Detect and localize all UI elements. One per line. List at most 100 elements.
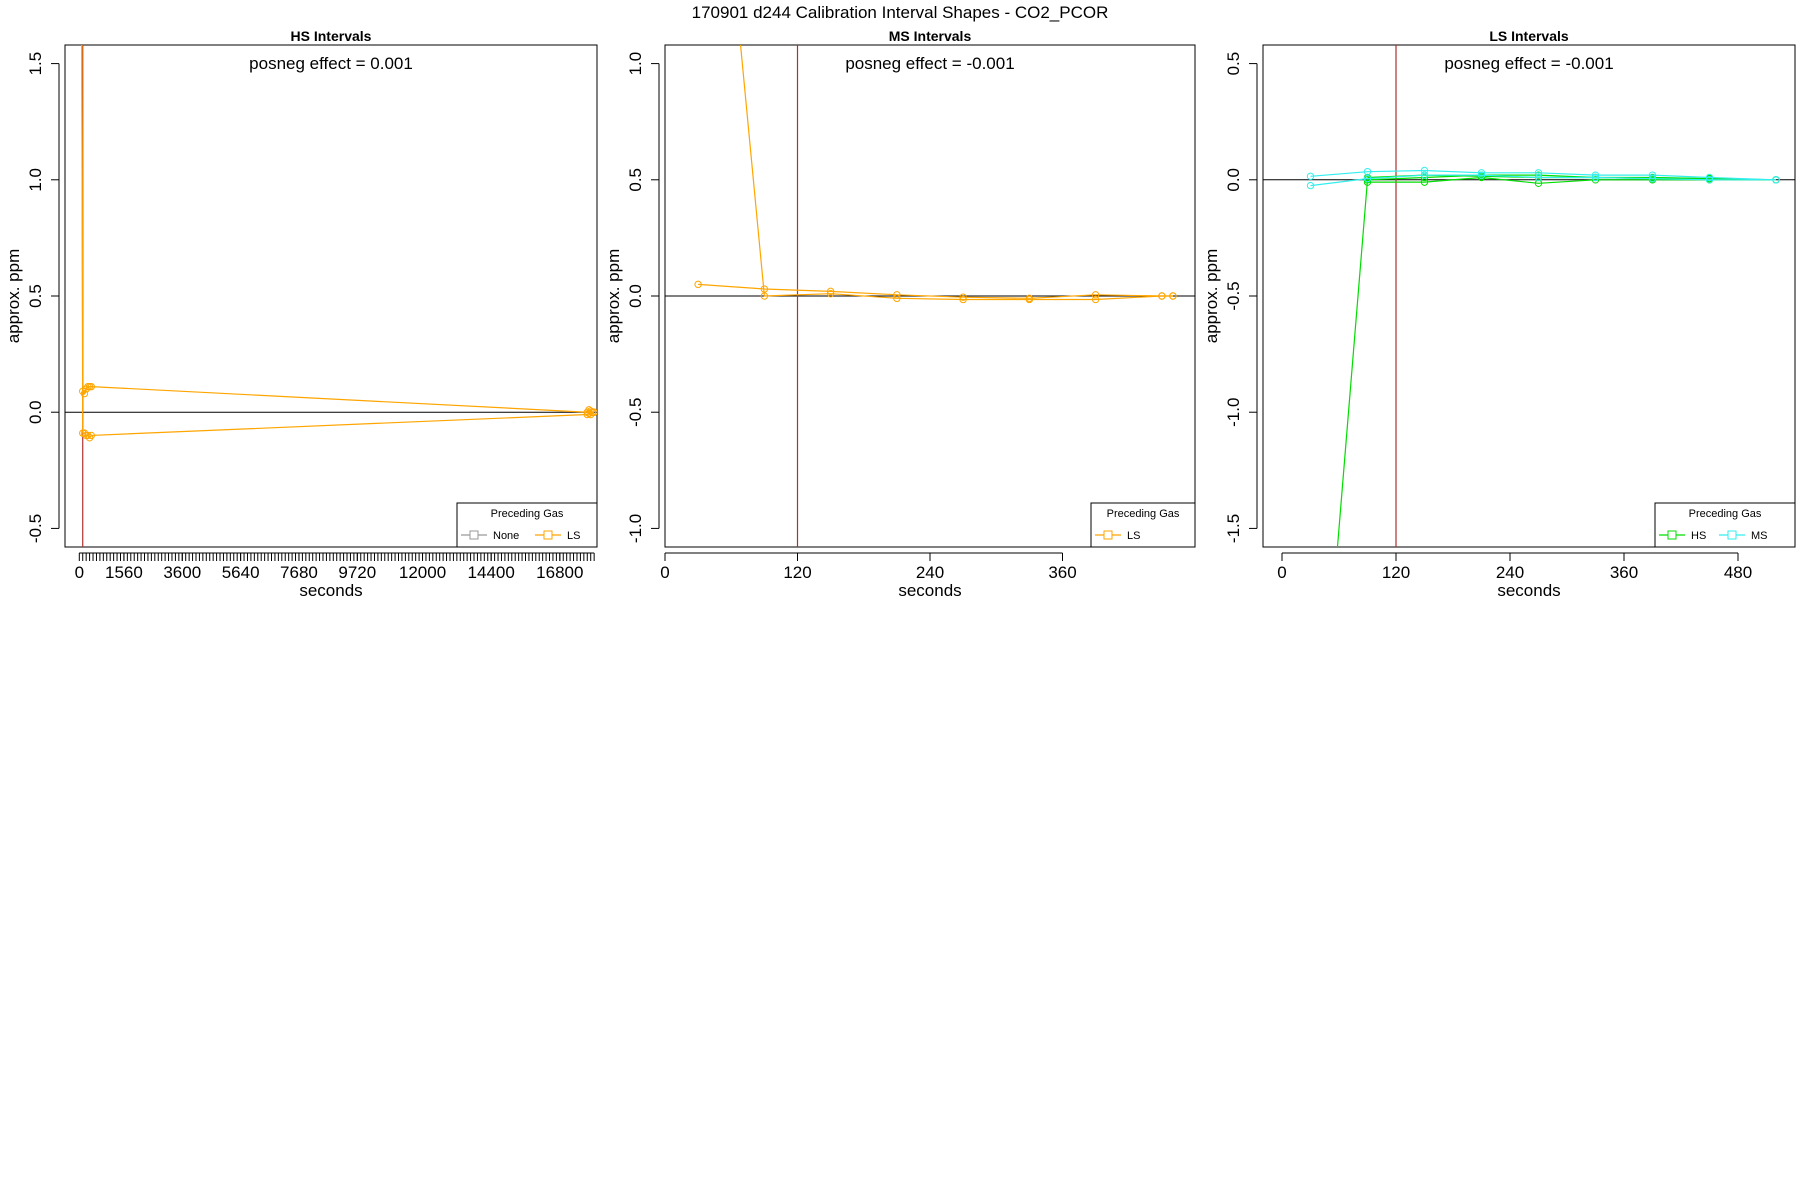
posneg-annotation: posneg effect = -0.001 — [845, 54, 1014, 73]
series-point-hs — [1420, 178, 1429, 186]
series-line-ls — [739, 45, 1173, 301]
series-point-ls — [87, 431, 96, 440]
series-point-ls — [959, 295, 967, 304]
panel-title: MS Intervals — [889, 28, 972, 44]
legend-box — [1090, 502, 1196, 548]
legend: Preceding Gas None LS — [456, 502, 598, 548]
series-point-ms — [1705, 173, 1714, 182]
y-tick-label: 1.0 — [26, 168, 45, 192]
plot-frame — [64, 44, 598, 548]
series-point-hs — [1534, 179, 1543, 187]
plot-area — [665, 45, 1195, 547]
series-point-ms — [1772, 176, 1780, 184]
series-point-ls — [826, 287, 835, 296]
legend-entry-label: MS — [1751, 530, 1768, 542]
series-point-ls — [893, 294, 901, 303]
series-point-ls — [1025, 295, 1034, 304]
series-point-ms — [1363, 174, 1372, 183]
x-tick-label: 14400 — [468, 563, 515, 582]
x-axis-title: seconds — [898, 581, 961, 600]
y-tick-label: -1.0 — [1224, 398, 1243, 427]
series-point-ls — [585, 409, 593, 418]
series-point-ls — [80, 389, 89, 398]
series-point-ls — [694, 280, 702, 289]
y-axis-title: approx. ppm — [1202, 249, 1221, 344]
x-tick-label: 12000 — [399, 563, 446, 582]
y-tick-label: 1.5 — [26, 52, 45, 76]
x-tick-label: 5640 — [222, 563, 260, 582]
series-point-hs — [1420, 173, 1429, 182]
y-tick-label: 0.5 — [1224, 52, 1243, 76]
plot-frame — [1262, 44, 1796, 548]
series-point-ms — [1648, 174, 1657, 183]
y-tick-label: 0.0 — [26, 400, 45, 424]
plot-area — [65, 45, 597, 547]
x-tick-label: 480 — [1724, 563, 1752, 582]
legend-box — [1654, 502, 1796, 548]
legend: Preceding Gas HS MS — [1654, 502, 1796, 548]
series-point-ls — [1158, 292, 1166, 300]
chart-panel-3: LS Intervals 0 120 240 360 480 -1.5 -1.0 -0.5 0.0… — [1202, 28, 1796, 600]
x-tick-label: 9720 — [338, 563, 376, 582]
panel-title: LS Intervals — [1489, 28, 1569, 44]
series-point-ms — [1477, 169, 1486, 177]
series-line-ms — [1310, 169, 1777, 181]
series-point-ms — [1477, 171, 1486, 179]
legend-title: Preceding Gas — [491, 508, 564, 520]
legend-swatch-marker — [1667, 530, 1677, 540]
legend-entry-label: LS — [567, 530, 580, 542]
series-point-ls — [85, 434, 94, 442]
series-point-ls — [84, 431, 92, 440]
series-point-ls — [87, 382, 96, 391]
posneg-annotation: posneg effect = -0.001 — [1444, 54, 1613, 73]
x-tick-label: 1560 — [105, 563, 143, 582]
y-axis-title: approx. ppm — [604, 249, 623, 344]
legend-swatch-marker — [469, 530, 479, 540]
legend-title: Preceding Gas — [1107, 508, 1180, 520]
y-tick-label: -1.5 — [1224, 514, 1243, 543]
series-point-ls — [959, 293, 967, 301]
series-point-ms — [1420, 166, 1429, 175]
y-axis-title: approx. ppm — [4, 249, 23, 344]
y-tick-label: 0.0 — [1224, 168, 1243, 192]
x-tick-label: 0 — [660, 563, 669, 582]
series-line-ms — [1310, 174, 1776, 187]
x-tick-label: 0 — [1277, 563, 1286, 582]
series-point-hs — [1591, 176, 1600, 184]
figure-title: 170901 d244 Calibration Interval Shapes … — [692, 3, 1109, 22]
chart-panel-1: HS Intervals 0 1560 3600 5640 7680 9720 12000 14… — [4, 28, 598, 600]
x-tick-label: 240 — [916, 563, 944, 582]
series-line-ls — [698, 283, 1173, 299]
posneg-annotation: posneg effect = 0.001 — [249, 54, 413, 73]
x-tick-label: 240 — [1496, 563, 1524, 582]
x-axis-title: seconds — [299, 581, 362, 600]
series-point-ms — [1534, 173, 1543, 182]
series-point-ls — [760, 292, 769, 300]
panel-title: HS Intervals — [291, 28, 372, 44]
series-point-ls — [1091, 295, 1100, 304]
y-tick-label: 0.5 — [26, 284, 45, 308]
x-tick-label: 360 — [1610, 563, 1638, 582]
y-tick-label: -1.0 — [626, 514, 645, 543]
series-point-ms — [1306, 181, 1315, 190]
y-tick-label: -0.5 — [26, 514, 45, 543]
y-tick-label: -0.5 — [1224, 281, 1243, 310]
legend-swatch-marker — [1103, 530, 1113, 540]
x-tick-label: 7680 — [280, 563, 318, 582]
legend-title: Preceding Gas — [1689, 508, 1762, 520]
legend-entry-label: None — [493, 530, 519, 542]
series-point-ls — [826, 289, 835, 298]
legend-entry-label: HS — [1691, 530, 1706, 542]
chart-panel-2: MS Intervals 0 120 240 360 -1.0 -0.5 0.0 0.5 1.0 s… — [604, 28, 1196, 600]
series-point-ms — [1363, 167, 1372, 176]
x-tick-label: 360 — [1048, 563, 1076, 582]
y-tick-label: 0.0 — [626, 284, 645, 308]
x-tick-label: 120 — [783, 563, 811, 582]
legend-box — [456, 502, 598, 548]
series-point-ls — [1169, 292, 1177, 300]
series-point-ls — [1091, 291, 1100, 299]
x-tick-label: 3600 — [163, 563, 201, 582]
